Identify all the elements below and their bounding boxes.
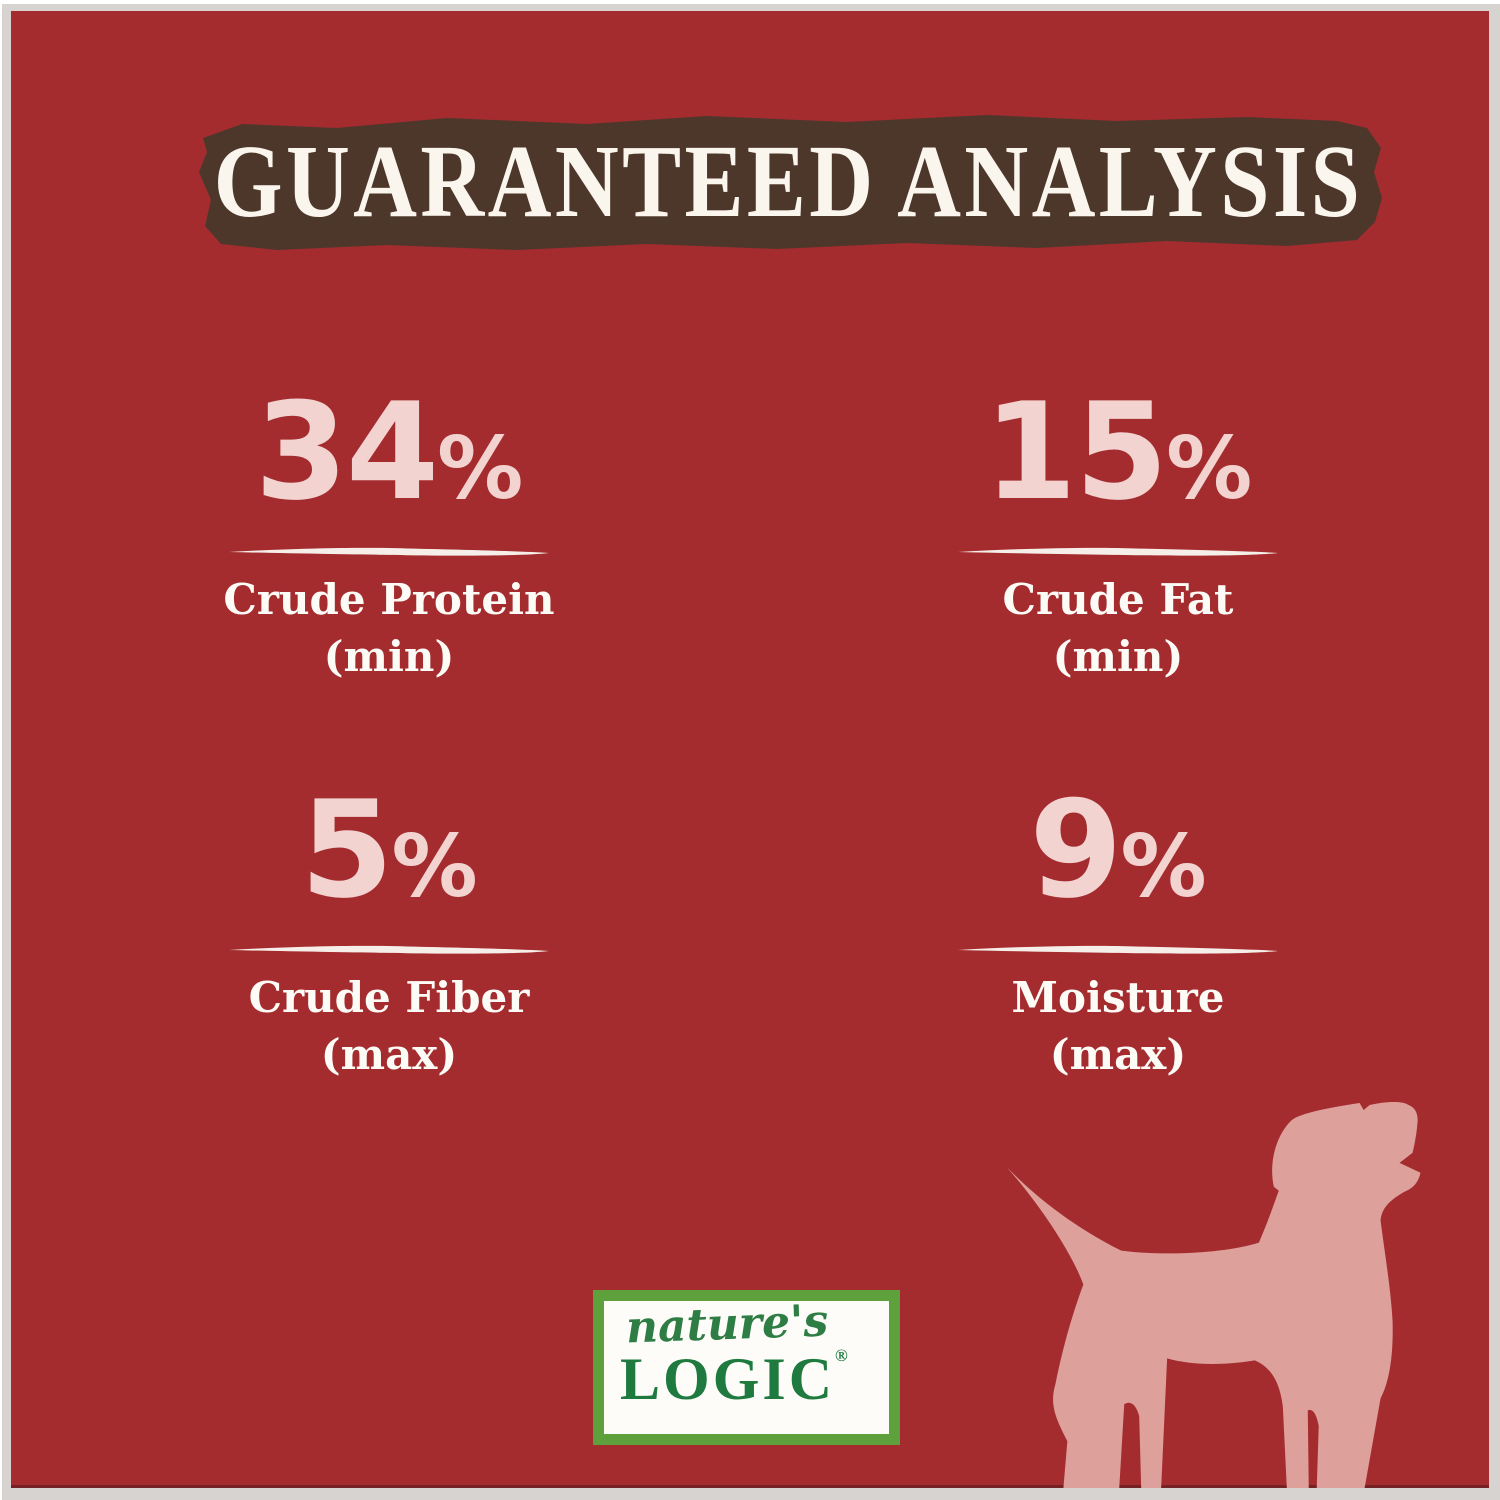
percent-sign: %: [1120, 817, 1207, 917]
stat-label-name: Crude Fat: [1002, 575, 1234, 624]
stat-label-qualifier: (min): [323, 632, 455, 681]
stat-label: Crude Fat (min): [938, 571, 1298, 685]
stat-value: 34%: [209, 385, 569, 537]
page-title: GUARANTEED ANALYSIS: [213, 124, 1364, 239]
brand-name-word: LOGIC®: [620, 1347, 848, 1409]
stat-label-qualifier: (max): [320, 1030, 458, 1079]
brand-name-script: nature's: [625, 1301, 830, 1354]
stat-label: Crude Fiber (max): [209, 969, 569, 1083]
brand-logo: nature's LOGIC®: [593, 1290, 900, 1445]
stat-value: 9%: [938, 783, 1298, 935]
brand-logo-inner: nature's LOGIC®: [604, 1301, 889, 1434]
left-border: [0, 0, 2, 1500]
stat-moisture: 9% Moisture (max): [938, 783, 1298, 1083]
stat-number: 15: [983, 374, 1168, 530]
percent-sign: %: [1166, 419, 1253, 519]
stat-label-name: Moisture: [1011, 973, 1225, 1022]
stat-value: 5%: [209, 783, 569, 935]
title-banner: GUARANTEED ANALYSIS: [187, 106, 1390, 258]
brush-divider: [229, 945, 549, 954]
percent-sign: %: [391, 817, 478, 917]
stat-label-name: Crude Fiber: [248, 973, 530, 1022]
brush-divider: [958, 945, 1278, 954]
red-panel: [11, 11, 1489, 1488]
banner-brush-shape: [199, 115, 1382, 250]
stat-crude-fat: 15% Crude Fat (min): [938, 385, 1298, 685]
stat-value: 15%: [938, 385, 1298, 537]
stat-label-qualifier: (max): [1049, 1030, 1187, 1079]
percent-sign: %: [437, 419, 524, 519]
stat-crude-fiber: 5% Crude Fiber (max): [209, 783, 569, 1083]
stat-label: Moisture (max): [938, 969, 1298, 1083]
stat-label-qualifier: (min): [1052, 632, 1184, 681]
stat-number: 34: [254, 374, 439, 530]
top-border: [0, 0, 1500, 4]
dog-silhouette-icon: [1006, 1101, 1421, 1488]
registered-mark: ®: [835, 1346, 848, 1365]
stat-crude-protein: 34% Crude Protein (min): [209, 385, 569, 685]
brush-divider: [958, 547, 1278, 556]
brush-divider: [229, 547, 549, 556]
stat-label-name: Crude Protein: [223, 575, 555, 624]
brand-word-text: LOGIC: [620, 1346, 836, 1412]
stat-number: 5: [300, 772, 393, 928]
stat-label: Crude Protein (min): [209, 571, 569, 685]
stat-number: 9: [1029, 772, 1122, 928]
